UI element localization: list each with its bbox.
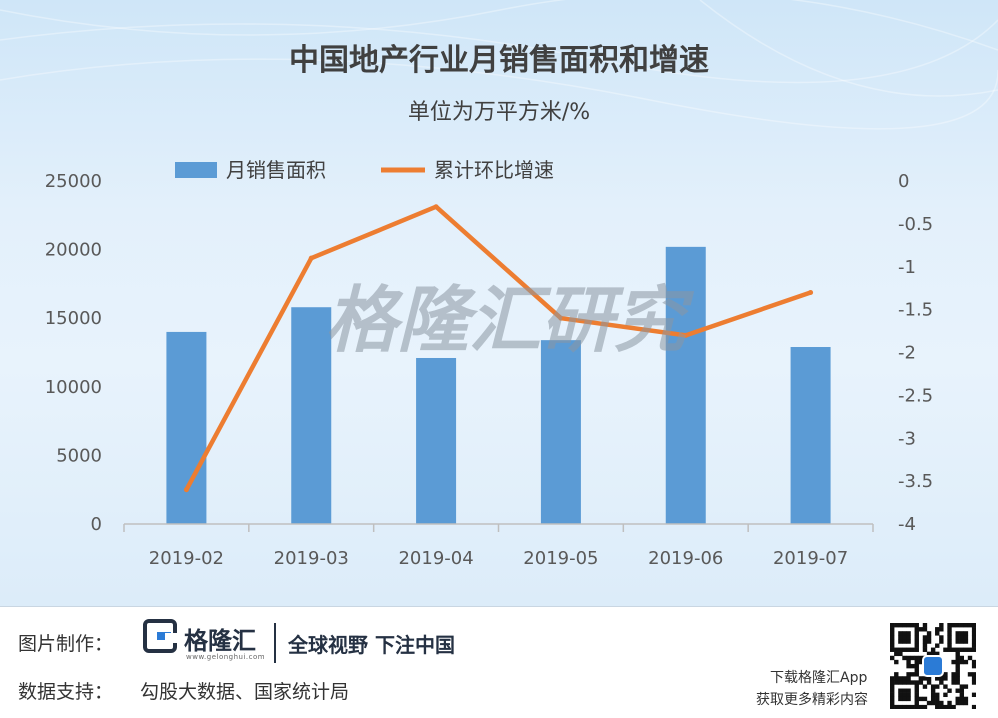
left-tick-label: 0 (91, 514, 102, 535)
logo-name: 格隆汇 (184, 627, 256, 655)
legend: 月销售面积 累计环比增速 (175, 158, 554, 182)
chart-title: 中国地产行业月销售面积和增速 (289, 43, 709, 78)
x-tick-label: 2019-06 (648, 548, 723, 569)
bar (166, 331, 207, 524)
left-tick-label: 25000 (45, 171, 102, 192)
data-source: 勾股大数据、国家统计局 (140, 681, 350, 703)
right-tick-label: -4 (898, 514, 916, 535)
right-tick-label: -2.5 (898, 385, 933, 406)
app-promo-text: 获取更多精彩内容 (756, 692, 868, 708)
background-lines (0, 0, 998, 130)
left-tick-label: 20000 (45, 240, 102, 261)
left-axis: 0 5000 10000 15000 20000 25000 (45, 171, 102, 535)
qr-code-icon[interactable] (890, 623, 976, 709)
line-point (183, 487, 189, 493)
bar (416, 357, 457, 524)
line-point (433, 204, 439, 210)
line-series (183, 204, 814, 493)
right-tick-label: -0.5 (898, 214, 933, 235)
chart-subtitle: 单位为万平方米/% (408, 100, 590, 125)
line-point (808, 289, 814, 295)
left-tick-label: 10000 (45, 377, 102, 398)
chart: 中国地产行业月销售面积和增速 单位为万平方米/% 月销售面积 累计环比增速 0 5… (0, 0, 998, 569)
logo-divider (274, 623, 276, 663)
right-tick-label: -2 (898, 343, 916, 364)
legend-swatch-bar (175, 162, 217, 178)
bar (665, 246, 706, 524)
line-point (308, 255, 314, 261)
right-tick-label: -1.5 (898, 300, 933, 321)
footer: 图片制作： 格隆汇 www.gelonghui.com 全球视野 下注中国 数据… (0, 606, 998, 718)
right-tick-label: 0 (898, 171, 909, 192)
chart-panel: 中国地产行业月销售面积和增速 单位为万平方米/% 月销售面积 累计环比增速 0 5… (0, 0, 998, 606)
x-tick-label: 2019-03 (274, 548, 349, 569)
bar (291, 307, 332, 524)
slogan: 全球视野 下注中国 (288, 633, 455, 657)
logo-url: www.gelonghui.com (186, 653, 266, 661)
right-tick-label: -1 (898, 257, 916, 278)
x-tick-label: 2019-07 (773, 548, 848, 569)
line-point (558, 315, 564, 321)
x-tick-label: 2019-04 (398, 548, 473, 569)
right-tick-label: -3.5 (898, 471, 933, 492)
bar-series (166, 246, 831, 524)
watermark: 格隆汇研究 (325, 278, 695, 362)
legend-label-bar: 月销售面积 (226, 158, 326, 182)
x-axis: 2019-02 2019-03 2019-04 2019-05 2019-06 2019-… (123, 524, 874, 569)
line-point (683, 332, 689, 338)
x-tick-label: 2019-02 (149, 548, 224, 569)
right-tick-label: -3 (898, 428, 916, 449)
made-by-label: 图片制作： (18, 633, 114, 655)
left-tick-label: 15000 (45, 308, 102, 329)
app-download-text: 下载格隆汇App (770, 670, 868, 686)
left-tick-label: 5000 (56, 445, 102, 466)
qr-logo-icon (922, 655, 944, 677)
line-path (184, 204, 812, 491)
bar (540, 340, 581, 524)
gelonghui-logo-icon (143, 619, 177, 653)
data-support-label: 数据支持： (18, 681, 114, 703)
bar (790, 347, 831, 524)
legend-label-line: 累计环比增速 (434, 158, 554, 182)
x-tick-label: 2019-05 (523, 548, 598, 569)
right-axis: 0 -0.5 -1 -1.5 -2 -2.5 -3 -3.5 -4 (898, 171, 933, 535)
